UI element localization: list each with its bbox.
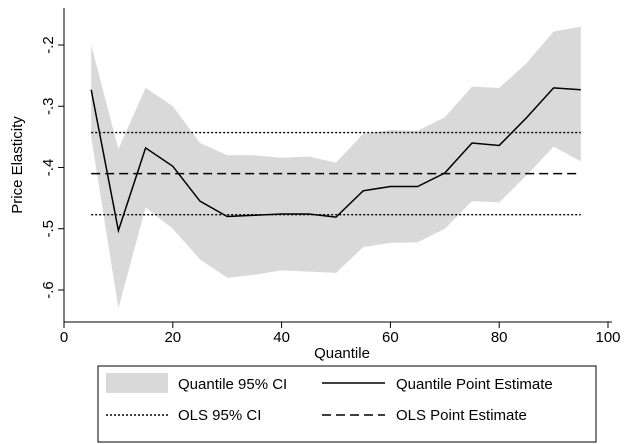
y-axis-ticks: -.6 -.5 -.4 -.3 -.2 [40, 36, 64, 299]
ci-band [91, 26, 581, 309]
quantile-point-line [90, 87, 581, 234]
legend-box [97, 365, 597, 443]
x-tick-label: 20 [164, 329, 181, 346]
y-tick-label: -.4 [40, 159, 57, 177]
y-tick-label: -.5 [40, 220, 57, 238]
x-tick-label: 0 [60, 329, 68, 346]
x-axis-title: Quantile [314, 345, 370, 362]
legend-label-ols-point: OLS Point Estimate [396, 407, 527, 424]
axes [63, 8, 612, 323]
x-tick-label: 40 [273, 329, 290, 346]
x-tick-label: 80 [491, 329, 508, 346]
legend-label-quantile-point: Quantile Point Estimate [396, 376, 553, 393]
legend-swatch-band [106, 373, 168, 393]
legend: Quantile 95% CI Quantile Point Estimate … [97, 365, 597, 443]
y-tick-label: -.6 [40, 281, 57, 299]
x-tick-label: 60 [382, 329, 399, 346]
y-tick-label: -.2 [40, 36, 57, 54]
x-axis-ticks: 0 20 40 60 80 100 [60, 322, 621, 346]
y-tick-label: -.3 [40, 97, 57, 115]
x-tick-label: 100 [595, 329, 620, 346]
plot-area [90, 26, 581, 309]
legend-label-quantile-ci: Quantile 95% CI [178, 376, 287, 393]
y-axis-title: Price Elasticity [9, 116, 26, 214]
legend-label-ols-ci: OLS 95% CI [178, 407, 261, 424]
